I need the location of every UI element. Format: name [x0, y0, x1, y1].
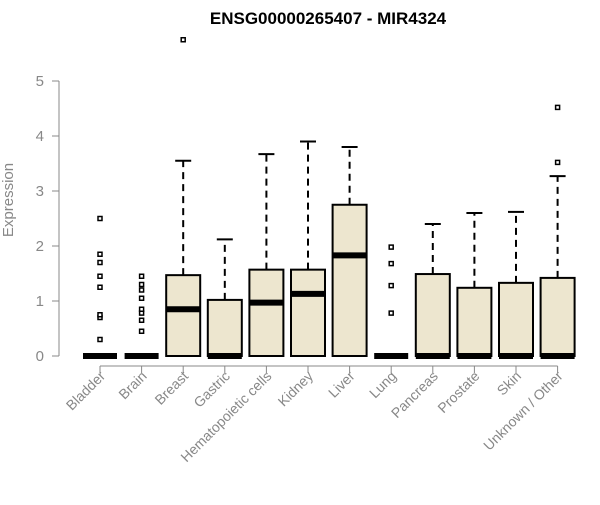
box-group [374, 244, 409, 359]
outlier-point [554, 159, 561, 166]
box-group [124, 273, 159, 359]
outlier-point [138, 273, 145, 279]
y-tick-label: 5 [36, 73, 44, 90]
x-tick-label: Prostate [434, 368, 482, 416]
y-tick-label: 0 [36, 348, 44, 365]
outlier-point [388, 310, 394, 316]
outlier-point [388, 282, 394, 289]
box-series [83, 37, 576, 359]
outlier-point [388, 244, 394, 250]
outlier-point [138, 317, 145, 323]
outlier-point [138, 281, 145, 288]
box-group [206, 238, 243, 359]
box-group [83, 215, 117, 359]
outlier-point [97, 312, 103, 318]
box-group [456, 212, 493, 359]
box [248, 268, 285, 357]
box [290, 268, 326, 357]
y-tick-label: 4 [36, 128, 44, 145]
y-tick-label: 2 [36, 238, 44, 255]
x-tick-label: Kidney [275, 368, 317, 410]
x-tick-label: Bladder [63, 368, 109, 414]
outlier-point [554, 104, 561, 111]
x-tick-label: Breast [151, 368, 191, 408]
box [414, 273, 451, 357]
x-tick-label: Liver [325, 368, 358, 401]
outlier-point [388, 260, 394, 267]
outlier-point [97, 336, 103, 343]
box [456, 286, 493, 357]
x-tick-label: Skin [494, 368, 525, 399]
x-tick-label: Lung [366, 368, 399, 401]
x-tick-label: Unknown / Other [480, 368, 566, 454]
outlier-point [97, 284, 103, 290]
outlier-point [138, 328, 145, 334]
y-axis: 0 1 2 3 4 5 [36, 73, 60, 365]
outlier-point [97, 259, 103, 266]
outlier-point [97, 273, 103, 279]
box [206, 298, 243, 357]
outlier-point [180, 37, 186, 43]
y-axis-label: Expression [0, 163, 17, 237]
x-tick-label: Brain [115, 368, 149, 402]
chart-title: ENSG00000265407 - MIR4324 [210, 9, 447, 28]
y-tick-label: 1 [36, 293, 44, 310]
box [498, 281, 534, 358]
outlier-point [138, 287, 145, 293]
box-group [290, 140, 326, 357]
box-group [498, 210, 534, 359]
box-group [248, 153, 285, 357]
outlier-point [138, 306, 145, 312]
outlier-point [97, 251, 103, 257]
y-tick-label: 3 [36, 183, 44, 200]
box-group [331, 146, 368, 357]
outlier-point [97, 215, 103, 222]
outlier-point [138, 295, 145, 301]
box-group [414, 223, 451, 359]
box [165, 274, 202, 357]
box-group [165, 37, 202, 357]
box [331, 203, 368, 357]
box-group [539, 104, 576, 359]
box [539, 276, 576, 357]
